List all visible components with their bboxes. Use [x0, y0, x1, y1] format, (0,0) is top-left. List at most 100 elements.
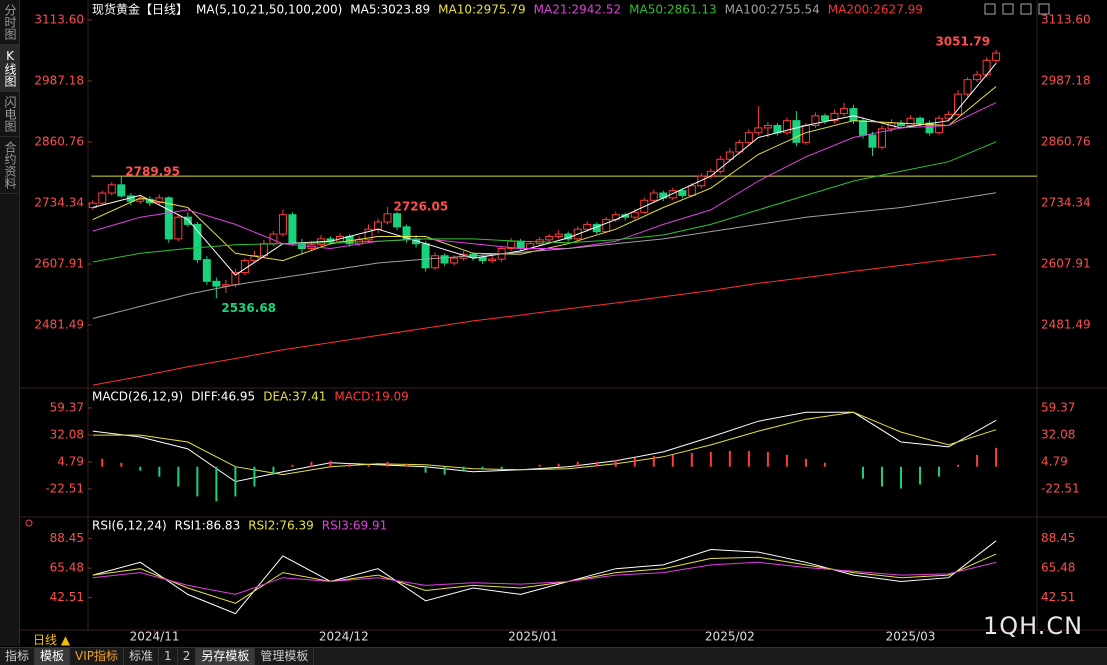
line	[92, 253, 997, 386]
candle-body	[744, 132, 753, 143]
line	[92, 192, 997, 319]
period-selector[interactable]: 日线 ▲	[33, 633, 71, 647]
side-tab[interactable]: K线图	[0, 45, 19, 92]
candle-body	[820, 115, 829, 122]
toolbar-tab[interactable]: 标准	[124, 648, 160, 665]
candle-body	[954, 93, 963, 115]
indicator-icon[interactable]	[25, 519, 33, 527]
candle-body	[288, 214, 297, 245]
candle-body	[830, 112, 839, 122]
candle-body	[963, 79, 972, 95]
chart: 3113.60 3113.60 2987.18 2987.18 2860.76 2860.…	[20, 0, 1107, 644]
y-tick-label: 42.51	[1041, 590, 1075, 604]
line	[92, 411, 997, 476]
candle-body	[383, 213, 392, 223]
y-tick-label: 2987.18	[34, 74, 84, 88]
candle-body	[374, 221, 383, 230]
x-tick-label: 2024/11	[130, 630, 180, 644]
legend-label: DIFF:46.95	[191, 390, 255, 404]
annotation: 3051.79	[935, 34, 990, 48]
candle-body	[735, 141, 744, 153]
toolbar-tab[interactable]: VIP指标	[70, 648, 125, 665]
candle-body	[792, 120, 801, 143]
candle-body	[906, 117, 915, 126]
candle-body	[193, 223, 202, 261]
legend-label: 现货黄金【日线】	[92, 2, 188, 17]
legend-label: RSI(6,12,24)	[92, 519, 167, 533]
control[interactable]	[1002, 3, 1014, 15]
sidebar: 分时图 K线图 闪电图 合约资料	[0, 0, 20, 646]
control[interactable]	[1020, 3, 1032, 15]
x-tick-label: 2025/01	[508, 630, 558, 644]
candle-body	[259, 243, 268, 257]
candle-body	[98, 192, 107, 204]
candle-body	[364, 228, 373, 241]
legend-label: MA100:2755.54	[725, 3, 820, 17]
window-controls[interactable]	[984, 3, 1050, 15]
annotation: 2536.68	[221, 301, 276, 315]
y-tick-label: 32.08	[1041, 427, 1075, 441]
toolbar-tab[interactable]: 另存模板	[196, 648, 256, 665]
candle-body	[763, 124, 772, 129]
candle-body	[421, 243, 430, 269]
candle-body	[630, 211, 639, 218]
legend-label: RSI2:76.39	[248, 519, 314, 533]
candle-body	[545, 235, 554, 241]
side-tab[interactable]: 分时图	[0, 0, 19, 45]
y-tick-label: 59.37	[1041, 400, 1075, 414]
y-tick-label: 2734.34	[34, 195, 84, 209]
candle-body	[174, 216, 183, 240]
candle-body	[393, 213, 402, 228]
candle-body	[212, 280, 221, 287]
legend-label: MA21:2942.52	[534, 3, 622, 17]
toolbar-tab[interactable]: 管理模板	[255, 648, 315, 665]
candle-body	[668, 190, 677, 199]
candle-body	[554, 233, 563, 237]
y-tick-label: 42.51	[50, 590, 84, 604]
candle-body	[488, 258, 497, 262]
candle-body	[687, 185, 696, 196]
candle-body	[88, 202, 97, 209]
candle-body	[602, 219, 611, 233]
candle-body	[849, 108, 858, 122]
candle-body	[982, 59, 991, 76]
candle-body	[402, 226, 411, 240]
y-tick-label: 2860.76	[1041, 135, 1091, 149]
line	[92, 141, 997, 263]
candle-body	[431, 255, 440, 269]
candle-body	[992, 52, 1001, 61]
candle-body	[107, 184, 116, 194]
side-tab[interactable]: 闪电图	[0, 92, 19, 137]
toolbar-tab[interactable]: 模板	[35, 648, 71, 665]
x-tick-label: 2024/12	[319, 630, 369, 644]
line	[92, 62, 997, 276]
legend-label: MACD:19.09	[334, 390, 408, 404]
control[interactable]	[1038, 3, 1050, 15]
line	[92, 540, 997, 615]
candle-body	[925, 122, 934, 134]
line	[92, 561, 997, 595]
candle-body	[678, 190, 687, 196]
side-tab[interactable]: 合约资料	[0, 137, 19, 194]
candle-body	[278, 214, 287, 235]
y-tick-label: 3113.60	[34, 13, 84, 27]
candle-body	[450, 257, 459, 264]
toolbar-tab[interactable]: 1	[159, 648, 178, 665]
candle-body	[868, 134, 877, 148]
candle-body	[117, 184, 126, 197]
candle-body	[811, 115, 820, 126]
legend-label: MA10:2975.79	[438, 3, 526, 17]
legend-label: MACD(26,12,9)	[92, 390, 183, 404]
candle-body	[516, 240, 525, 250]
y-tick-label: 88.45	[1041, 531, 1075, 545]
y-tick-label: -22.51	[45, 482, 84, 496]
control[interactable]	[984, 3, 996, 15]
candle-body	[164, 197, 173, 240]
y-tick-label: -22.51	[1041, 482, 1080, 496]
toolbar-tab[interactable]: 指标	[0, 648, 36, 665]
candle-body	[440, 255, 449, 264]
candle-body	[478, 256, 487, 262]
toolbar-tab[interactable]: 2	[178, 648, 197, 665]
toolbar: 指标 模板 VIP指标 标准 1 2 另存模板 管理模板	[0, 647, 1107, 665]
